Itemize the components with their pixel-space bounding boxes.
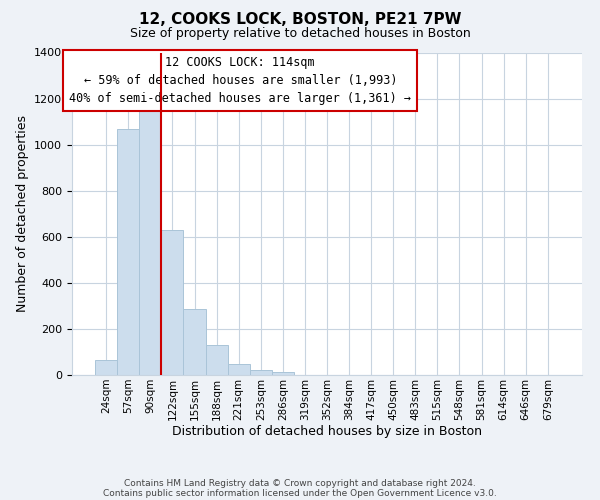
Y-axis label: Number of detached properties: Number of detached properties xyxy=(16,116,29,312)
Text: 12, COOKS LOCK, BOSTON, PE21 7PW: 12, COOKS LOCK, BOSTON, PE21 7PW xyxy=(139,12,461,28)
Bar xyxy=(161,230,184,375)
Text: Contains HM Land Registry data © Crown copyright and database right 2024.: Contains HM Land Registry data © Crown c… xyxy=(124,478,476,488)
Bar xyxy=(250,370,272,375)
Text: Size of property relative to detached houses in Boston: Size of property relative to detached ho… xyxy=(130,28,470,40)
Bar xyxy=(117,128,139,375)
Text: 12 COOKS LOCK: 114sqm
← 59% of detached houses are smaller (1,993)
40% of semi-d: 12 COOKS LOCK: 114sqm ← 59% of detached … xyxy=(70,56,412,104)
Bar xyxy=(184,310,206,375)
Bar xyxy=(227,364,250,375)
Bar xyxy=(139,109,161,375)
Bar xyxy=(272,372,294,375)
Bar xyxy=(206,345,227,375)
X-axis label: Distribution of detached houses by size in Boston: Distribution of detached houses by size … xyxy=(172,426,482,438)
Bar xyxy=(95,360,117,375)
Text: Contains public sector information licensed under the Open Government Licence v3: Contains public sector information licen… xyxy=(103,488,497,498)
